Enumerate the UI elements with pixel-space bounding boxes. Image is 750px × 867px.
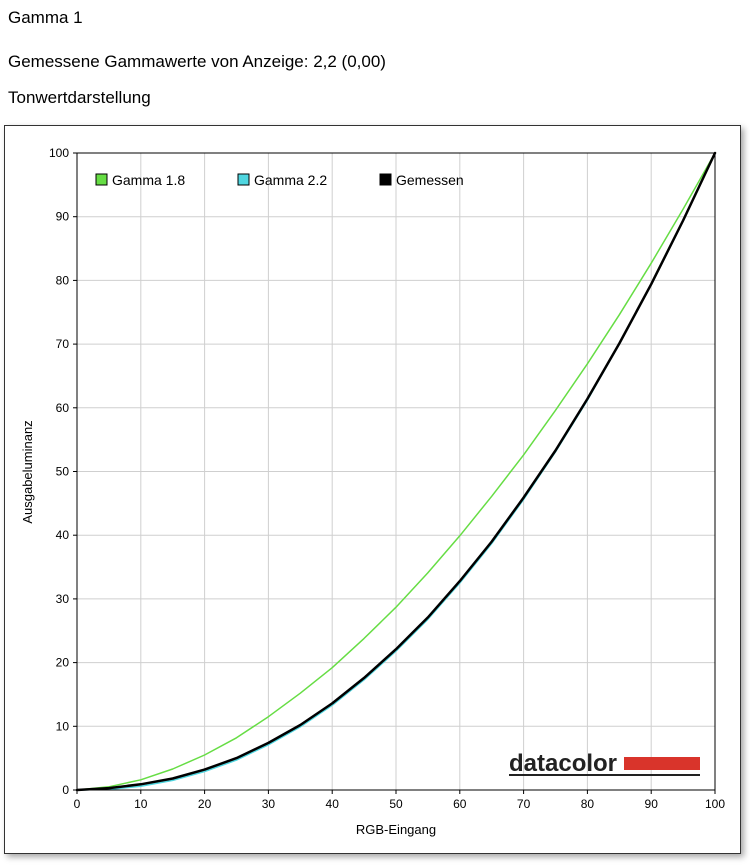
legend-label: Gamma 2.2: [254, 172, 327, 188]
y-tick-label: 30: [56, 592, 70, 606]
legend-label: Gamma 1.8: [112, 172, 185, 188]
legend-swatch: [95, 173, 108, 186]
y-tick-label: 20: [56, 656, 70, 670]
x-tick-label: 100: [705, 797, 725, 811]
series-lines: [75, 151, 717, 792]
x-axis-label: RGB-Eingang: [356, 822, 436, 837]
x-tick-label: 70: [517, 797, 531, 811]
measured-gamma-text: Gemessene Gammawerte von Anzeige: 2,2 (0…: [8, 52, 386, 71]
y-tick-label: 100: [49, 146, 69, 160]
x-tick-label: 30: [262, 797, 276, 811]
legend-swatch: [237, 173, 250, 186]
logo-underline: [509, 774, 700, 776]
tone-response-chart: 0 10 20 30 40 50 60 70 80 90 100 0 10 20 30 40 50 60 70 80 9…: [20, 146, 725, 837]
x-tick-label: 20: [198, 797, 212, 811]
x-tick-label: 90: [645, 797, 659, 811]
datacolor-logo: datacolor: [509, 750, 700, 777]
axes: [73, 152, 716, 794]
legend: Gamma 1.8 Gamma 2.2 Gemessen: [95, 172, 464, 188]
y-tick-label: 60: [56, 401, 70, 415]
y-tick-label: 80: [56, 273, 70, 287]
report-title: Gamma 1: [8, 8, 83, 27]
x-tick-label: 0: [74, 797, 81, 811]
legend-label: Gemessen: [396, 172, 464, 188]
chart-frame: 0 10 20 30 40 50 60 70 80 90 100 0 10 20 30 40 50 60 70 80 9…: [4, 125, 741, 854]
plot-border: [76, 152, 716, 791]
x-tick-label: 40: [326, 797, 340, 811]
logo-bar: [624, 757, 700, 770]
y-tick-label: 70: [56, 337, 70, 351]
series-line-gemessen: [75, 151, 717, 792]
y-tick-label: 0: [62, 783, 69, 797]
x-tick-label: 60: [453, 797, 467, 811]
logo-text: datacolor: [509, 750, 617, 777]
y-axis-label: Ausgabeluminanz: [20, 420, 35, 523]
tick-labels: 0 10 20 30 40 50 60 70 80 90 100 0 10 20 30 40 50 60 70 80 9…: [49, 146, 725, 811]
y-tick-label: 10: [56, 719, 70, 733]
y-tick-label: 90: [56, 210, 70, 224]
x-tick-label: 80: [581, 797, 595, 811]
y-tick-label: 50: [56, 465, 70, 479]
section-title: Tonwertdarstellung: [8, 88, 151, 107]
legend-swatch: [379, 173, 392, 186]
x-tick-label: 50: [389, 797, 403, 811]
x-tick-label: 10: [134, 797, 148, 811]
series-line-gamma-1-8: [76, 152, 716, 791]
y-tick-label: 40: [56, 528, 70, 542]
